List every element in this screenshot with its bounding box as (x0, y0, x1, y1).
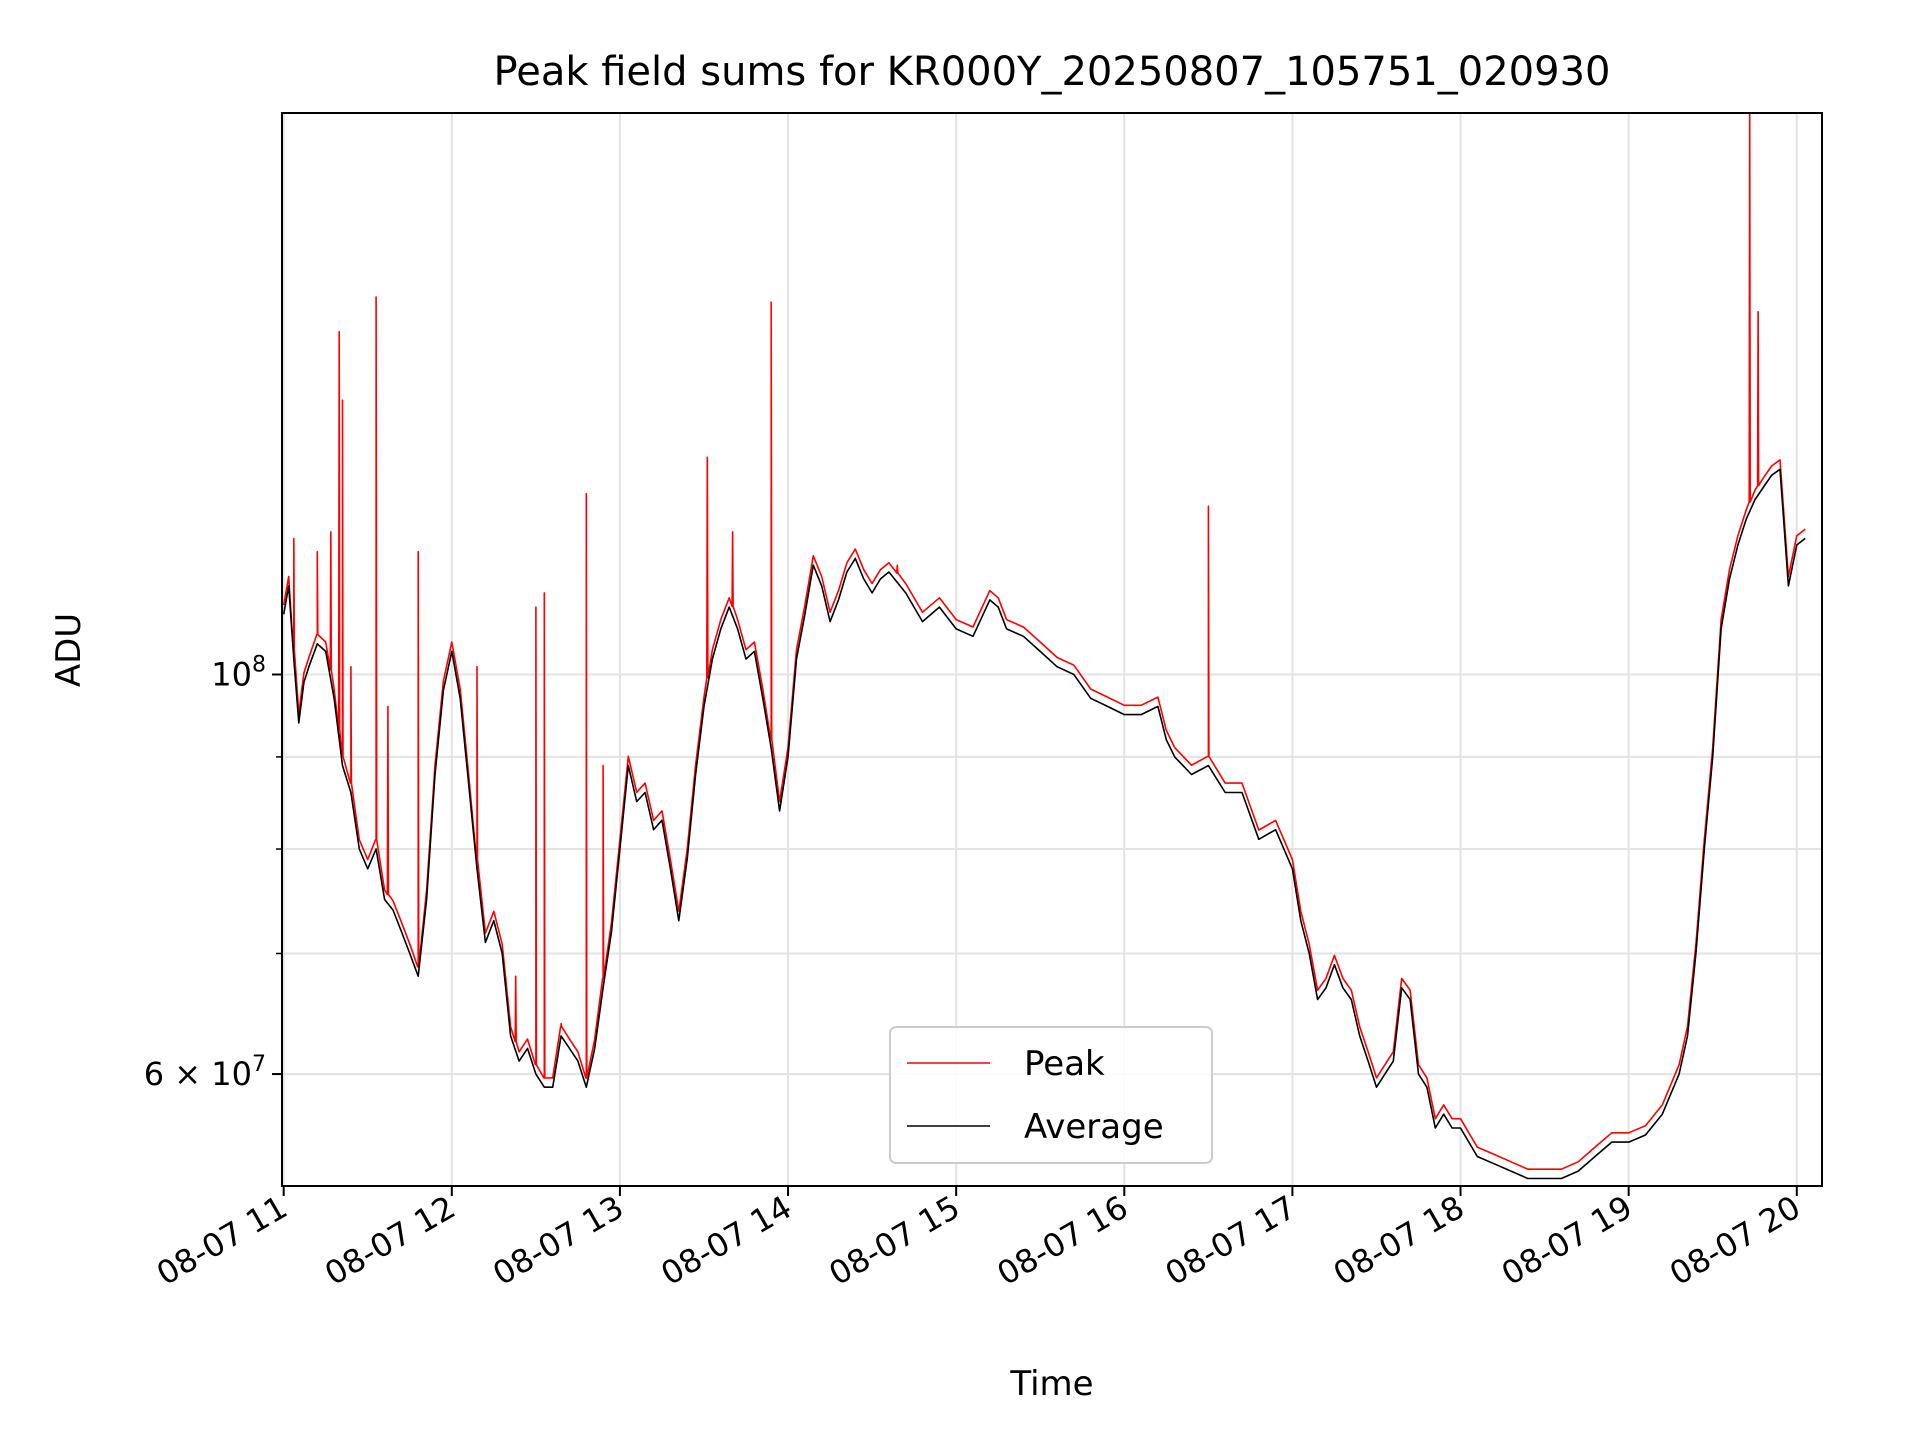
legend-label-peak: Peak (1024, 1044, 1105, 1084)
series-lines (282, 112, 1806, 1180)
legend-box (889, 1026, 1213, 1164)
series-line-average (282, 468, 1806, 1180)
y-axis-label: ADU (49, 613, 89, 687)
series-line-peak (282, 112, 1806, 1170)
y-tick-label: 108 (211, 652, 266, 693)
legend: Peak Average (889, 1026, 1213, 1164)
y-tick-label: 6 × 107 (144, 1052, 266, 1093)
plot-frame (281, 112, 1823, 1187)
x-axis-label: Time (1009, 1364, 1093, 1404)
chart-title: Peak field sums for KR000Y_20250807_1057… (494, 49, 1611, 95)
legend-label-average: Average (1024, 1107, 1164, 1147)
y-axis: 108 6 × 107 (144, 652, 282, 1093)
